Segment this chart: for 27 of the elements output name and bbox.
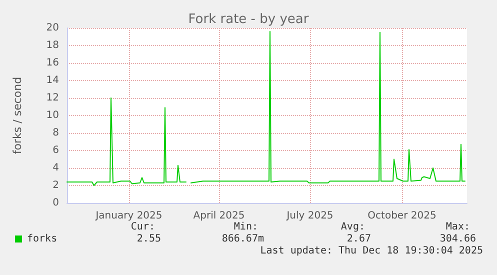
text: Cur: [130, 222, 155, 232]
text: Avg: [340, 222, 365, 232]
y-tick-label: 14 [46, 75, 59, 86]
y-tick-label: 6 [52, 145, 59, 156]
text: Min: [234, 222, 258, 232]
text: 304.66 [440, 234, 476, 244]
y-tick-label: 18 [46, 40, 59, 51]
text: 2.67 [346, 234, 371, 244]
text: Last update: Thu Dec 18 19:30:04 2025 [260, 246, 483, 256]
y-tick-label: 10 [46, 110, 59, 121]
text: Max: [446, 222, 470, 232]
x-tick-label: October 2025 [368, 210, 436, 222]
y-axis-title: forks / second [11, 76, 24, 154]
y-tick-label: 8 [52, 128, 59, 138]
text: 2.55 [136, 234, 161, 244]
x-tick-label: April 2025 [193, 210, 245, 222]
y-tick-label: 16 [46, 58, 59, 68]
x-tick-label: July 2025 [286, 210, 334, 222]
text: 866.67m [222, 234, 264, 244]
y-tick-label: 4 [52, 162, 59, 174]
y-tick-label: 12 [46, 92, 59, 104]
x-tick-label: January 2025 [94, 210, 162, 222]
y-tick-label: 2 [52, 180, 59, 191]
chart-title: Fork rate - by year [188, 12, 310, 27]
y-tick-label: 0 [52, 198, 59, 208]
legend-label: forks [27, 234, 58, 244]
y-tick-label: 20 [46, 22, 59, 34]
